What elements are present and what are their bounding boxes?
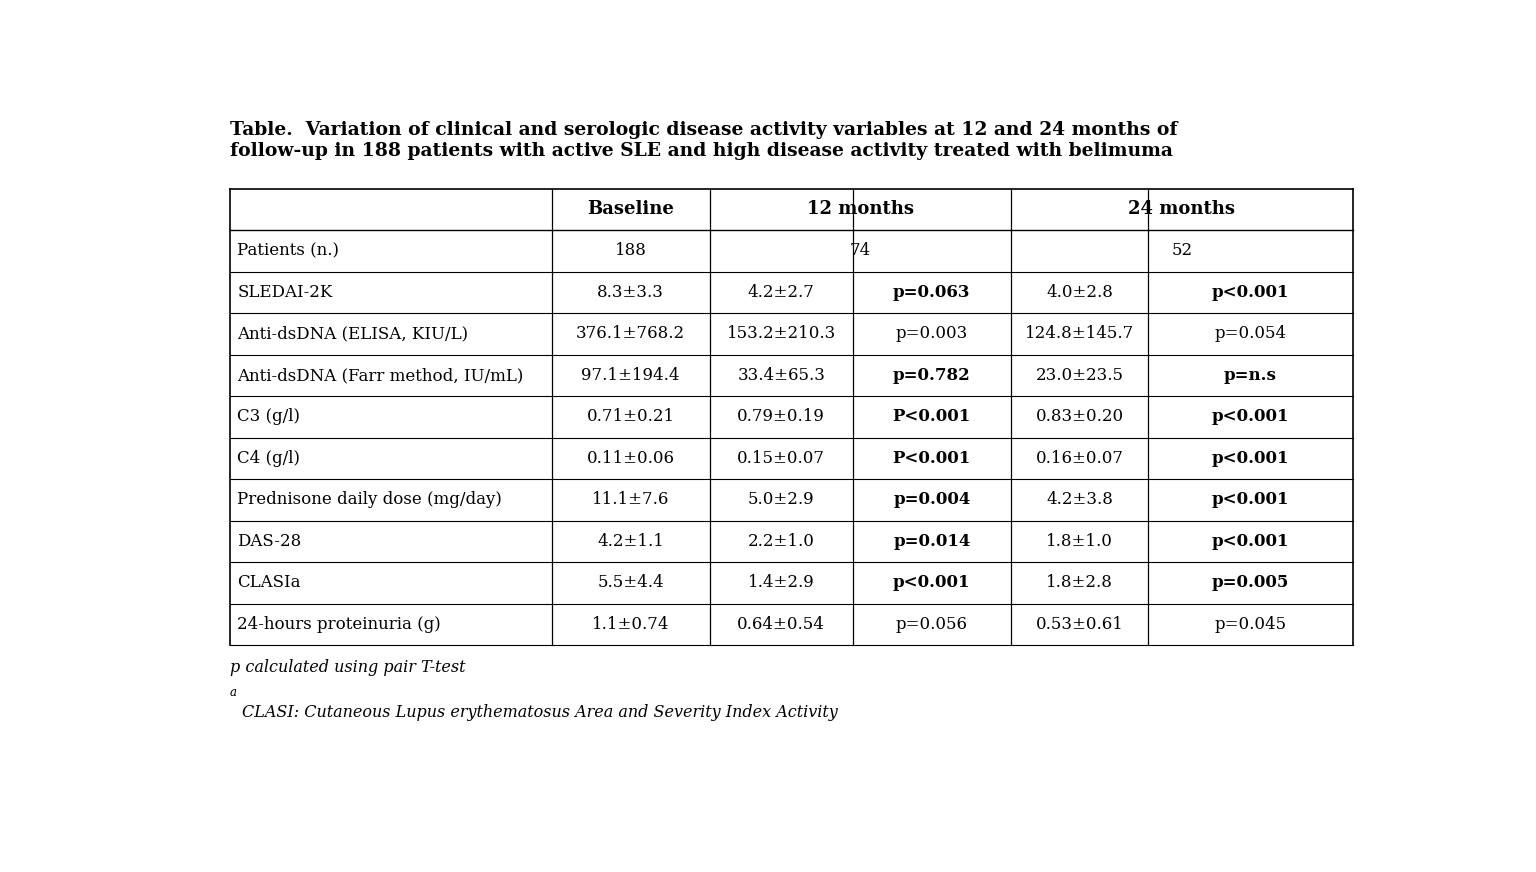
Text: 1.8±2.8: 1.8±2.8 xyxy=(1046,575,1114,591)
Text: a: a xyxy=(230,686,237,698)
Text: p=0.004: p=0.004 xyxy=(892,492,971,508)
Text: p<0.001: p<0.001 xyxy=(892,575,971,591)
Text: Patients (n.): Patients (n.) xyxy=(237,242,339,260)
Text: Anti-dsDNA (ELISA, KIU/L): Anti-dsDNA (ELISA, KIU/L) xyxy=(237,325,468,343)
Text: 2.2±1.0: 2.2±1.0 xyxy=(748,533,814,550)
Text: p=0.782: p=0.782 xyxy=(892,367,971,384)
Text: SLEDAI-2K: SLEDAI-2K xyxy=(237,284,333,301)
Text: p<0.001: p<0.001 xyxy=(1212,533,1289,550)
Text: 0.15±0.07: 0.15±0.07 xyxy=(737,450,825,467)
Text: p<0.001: p<0.001 xyxy=(1212,408,1289,426)
Text: 4.2±1.1: 4.2±1.1 xyxy=(598,533,664,550)
Text: Anti-dsDNA (Farr method, IU/mL): Anti-dsDNA (Farr method, IU/mL) xyxy=(237,367,524,384)
Text: 24 months: 24 months xyxy=(1129,201,1235,218)
Text: CLASI: Cutaneous Lupus erythematosus Area and Severity Index Activity: CLASI: Cutaneous Lupus erythematosus Are… xyxy=(243,705,837,721)
Text: CLASIa: CLASIa xyxy=(237,575,301,591)
Text: p=0.056: p=0.056 xyxy=(895,616,968,633)
Text: 24-hours proteinuria (g): 24-hours proteinuria (g) xyxy=(237,616,441,633)
Text: C3 (g/l): C3 (g/l) xyxy=(237,408,300,426)
Text: 0.79±0.19: 0.79±0.19 xyxy=(737,408,825,426)
Text: 4.0±2.8: 4.0±2.8 xyxy=(1046,284,1114,301)
Text: p=0.045: p=0.045 xyxy=(1213,616,1286,633)
Text: 1.1±0.74: 1.1±0.74 xyxy=(591,616,670,633)
Text: 5.5±4.4: 5.5±4.4 xyxy=(598,575,664,591)
Text: p=0.003: p=0.003 xyxy=(895,325,968,343)
Text: Baseline: Baseline xyxy=(587,201,674,218)
Text: p<0.001: p<0.001 xyxy=(1212,450,1289,467)
Text: 23.0±23.5: 23.0±23.5 xyxy=(1035,367,1123,384)
Text: 97.1±194.4: 97.1±194.4 xyxy=(582,367,680,384)
Text: 4.2±3.8: 4.2±3.8 xyxy=(1046,492,1114,508)
Text: follow-up in 188 patients with active SLE and high disease activity treated with: follow-up in 188 patients with active SL… xyxy=(230,141,1174,160)
Text: P<0.001: P<0.001 xyxy=(892,408,971,426)
Text: 188: 188 xyxy=(614,242,647,260)
Text: p<0.001: p<0.001 xyxy=(1212,492,1289,508)
Text: 153.2±210.3: 153.2±210.3 xyxy=(727,325,836,343)
Text: 11.1±7.6: 11.1±7.6 xyxy=(591,492,670,508)
Text: 376.1±768.2: 376.1±768.2 xyxy=(576,325,685,343)
Text: 0.64±0.54: 0.64±0.54 xyxy=(737,616,825,633)
Text: Table.  Variation of clinical and serologic disease activity variables at 12 and: Table. Variation of clinical and serolog… xyxy=(230,121,1178,140)
Text: 8.3±3.3: 8.3±3.3 xyxy=(598,284,664,301)
Text: Prednisone daily dose (mg/day): Prednisone daily dose (mg/day) xyxy=(237,492,502,508)
Text: 74: 74 xyxy=(849,242,871,260)
Text: p=n.s: p=n.s xyxy=(1224,367,1276,384)
Text: p calculated using pair T-test: p calculated using pair T-test xyxy=(230,658,465,676)
Text: p=0.063: p=0.063 xyxy=(892,284,971,301)
Text: 1.8±1.0: 1.8±1.0 xyxy=(1046,533,1114,550)
Text: 4.2±2.7: 4.2±2.7 xyxy=(748,284,814,301)
Text: 33.4±65.3: 33.4±65.3 xyxy=(737,367,825,384)
Text: 52: 52 xyxy=(1172,242,1192,260)
Text: 124.8±145.7: 124.8±145.7 xyxy=(1025,325,1134,343)
Text: 0.53±0.61: 0.53±0.61 xyxy=(1035,616,1123,633)
Text: 5.0±2.9: 5.0±2.9 xyxy=(748,492,814,508)
Text: 1.4±2.9: 1.4±2.9 xyxy=(748,575,814,591)
Text: p<0.001: p<0.001 xyxy=(1212,284,1289,301)
Text: p=0.005: p=0.005 xyxy=(1212,575,1289,591)
Text: p=0.014: p=0.014 xyxy=(892,533,971,550)
Text: p=0.054: p=0.054 xyxy=(1213,325,1286,343)
Text: 0.16±0.07: 0.16±0.07 xyxy=(1035,450,1123,467)
Text: C4 (g/l): C4 (g/l) xyxy=(237,450,300,467)
Text: 12 months: 12 months xyxy=(806,201,914,218)
Text: DAS-28: DAS-28 xyxy=(237,533,301,550)
Text: 0.83±0.20: 0.83±0.20 xyxy=(1035,408,1123,426)
Text: 0.11±0.06: 0.11±0.06 xyxy=(587,450,674,467)
Text: P<0.001: P<0.001 xyxy=(892,450,971,467)
Text: 0.71±0.21: 0.71±0.21 xyxy=(587,408,674,426)
